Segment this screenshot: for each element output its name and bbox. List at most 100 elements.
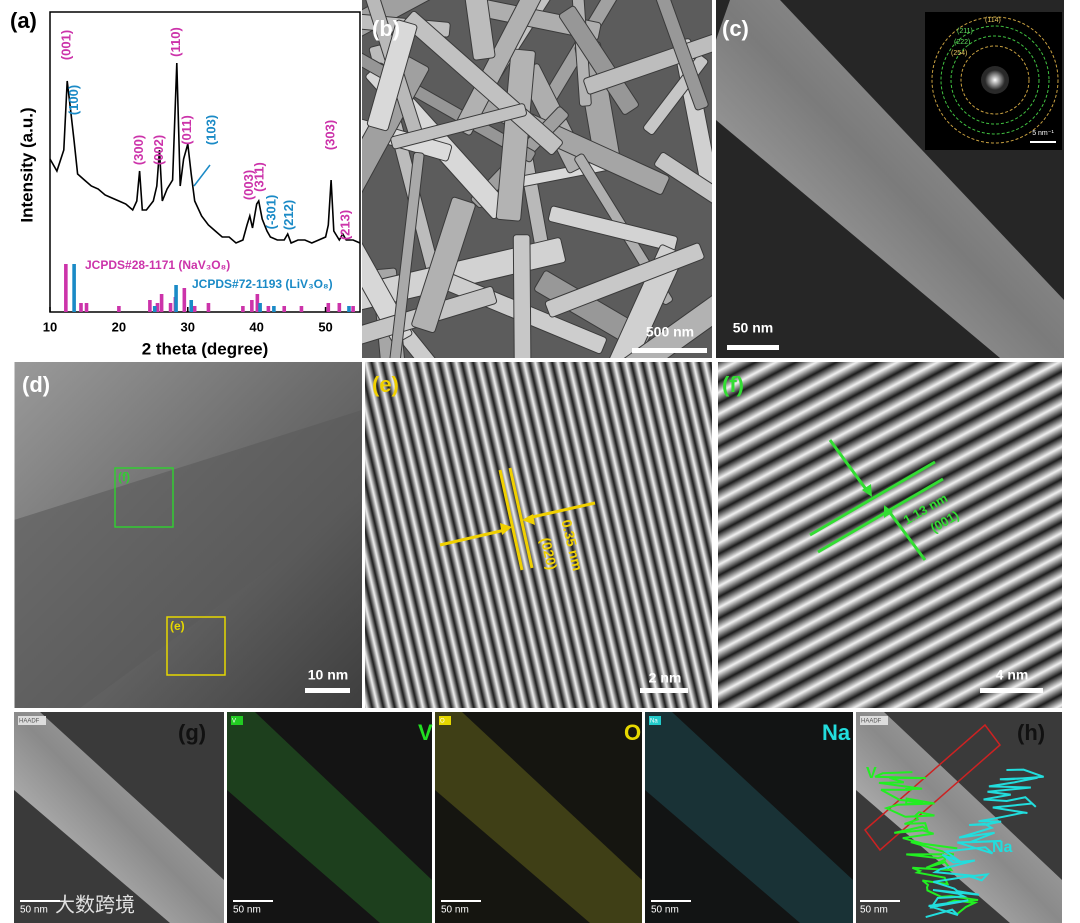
reference-bar bbox=[168, 303, 173, 312]
reference-bar bbox=[117, 306, 121, 312]
ring-label: (211) bbox=[957, 28, 973, 35]
panel-label: (b) bbox=[372, 16, 400, 41]
sem-rod bbox=[590, 244, 685, 358]
element-label: V bbox=[418, 720, 433, 745]
xrd-curve bbox=[49, 62, 361, 245]
trace-label: V bbox=[866, 765, 877, 782]
scale-bar bbox=[860, 900, 900, 902]
lattice-image bbox=[718, 362, 1062, 708]
element-label: O bbox=[624, 720, 641, 745]
scale-bar bbox=[233, 900, 273, 902]
scale-bar-label: 50 nm bbox=[20, 905, 48, 916]
legend-entry: JCPDS#28-1171 (NaV₃O₈) bbox=[85, 258, 230, 272]
inset-scale-label: 5 nm⁻¹ bbox=[1032, 130, 1054, 137]
peak-label: (011) bbox=[179, 115, 194, 145]
scale-bar-label: 50 nm bbox=[441, 905, 469, 916]
lattice-annotation bbox=[809, 439, 944, 561]
x-axis-label: 2 theta (degree) bbox=[142, 339, 269, 358]
scale-bar-label: 50 nm bbox=[233, 905, 261, 916]
map-tag-label: O bbox=[440, 719, 445, 725]
scale-bar-label: 4 nm bbox=[996, 667, 1029, 683]
map-tag-label: HAADF bbox=[19, 719, 40, 725]
scale-bar bbox=[727, 345, 779, 350]
sem-rod bbox=[645, 0, 709, 111]
scale-bar-label: 50 nm bbox=[651, 905, 679, 916]
panel-label: (f) bbox=[722, 372, 744, 397]
map-tag bbox=[860, 716, 888, 725]
reference-bar bbox=[72, 264, 76, 312]
watermark: 大数跨境 bbox=[55, 893, 135, 917]
reference-bar bbox=[241, 306, 245, 312]
sem-rod bbox=[495, 48, 536, 222]
reference-bar bbox=[255, 294, 260, 312]
sem-rod bbox=[544, 242, 705, 318]
map-tag-label: HAADF bbox=[861, 719, 882, 725]
reference-bar bbox=[282, 306, 287, 312]
reference-bar bbox=[182, 288, 187, 312]
map-tag bbox=[231, 716, 243, 725]
map-tag-label: Na bbox=[650, 719, 658, 725]
peak-label: (001) bbox=[59, 30, 74, 60]
reference-bar bbox=[155, 303, 160, 312]
reference-bar bbox=[272, 306, 276, 312]
peak-label: (002) bbox=[151, 135, 166, 165]
reference-bar bbox=[351, 306, 355, 312]
ring-label: (222) bbox=[954, 39, 970, 46]
panel-label: (h) bbox=[1017, 720, 1045, 745]
reference-bar bbox=[326, 303, 331, 312]
element-label: Na bbox=[822, 720, 851, 745]
x-tick-label: 40 bbox=[249, 319, 263, 334]
reference-bar bbox=[189, 300, 194, 312]
reference-bar bbox=[159, 294, 164, 312]
reference-bar bbox=[152, 306, 157, 312]
reference-bar bbox=[192, 306, 197, 312]
peak-label: (212) bbox=[281, 200, 296, 230]
sem-rod bbox=[654, 152, 712, 217]
sem-rod bbox=[366, 19, 418, 132]
map-tag bbox=[18, 716, 46, 725]
x-tick-label: 30 bbox=[181, 319, 195, 334]
sem-rod bbox=[512, 234, 533, 358]
sem-rod bbox=[547, 205, 678, 252]
scale-bar bbox=[980, 688, 1043, 693]
reference-bar bbox=[258, 303, 262, 312]
x-tick-label: 10 bbox=[43, 319, 57, 334]
peak-label: (303) bbox=[323, 120, 338, 150]
reference-bar bbox=[148, 300, 152, 312]
trace-label: Na bbox=[992, 839, 1013, 856]
sem-rod bbox=[558, 5, 639, 115]
map-tag-label: V bbox=[232, 719, 236, 725]
reference-bar bbox=[266, 306, 271, 312]
panel-label: (c) bbox=[722, 16, 749, 41]
reference-bar bbox=[250, 300, 254, 312]
peak-label: (213) bbox=[338, 210, 353, 240]
eds-maps: HAADF 50 nm V 50 nm O 50 nm Na 50 nm V O Na HAADF V N… bbox=[14, 712, 1062, 923]
reference-bar bbox=[347, 306, 351, 312]
peak-arrow bbox=[193, 164, 211, 187]
lattice-image bbox=[365, 362, 712, 708]
reference-bar bbox=[84, 303, 89, 312]
y-axis-label: Intensity (a.u.) bbox=[17, 107, 36, 222]
sem-rod bbox=[402, 10, 563, 156]
legend-entry: JCPDS#72-1193 (LiV₃O₈) bbox=[192, 277, 333, 291]
sem-rod bbox=[362, 197, 413, 345]
reference-bar bbox=[206, 303, 211, 312]
scale-bar bbox=[441, 900, 481, 902]
peak-label: (300) bbox=[131, 135, 146, 165]
peak-label: (003) bbox=[241, 170, 256, 200]
peak-label: (311) bbox=[252, 162, 267, 192]
box-label: (f) bbox=[118, 470, 130, 484]
scale-bar-label: 500 nm bbox=[646, 324, 694, 340]
box-label: (e) bbox=[170, 619, 185, 633]
reference-bar bbox=[64, 264, 68, 312]
x-tick-label: 20 bbox=[112, 319, 126, 334]
peak-label: (103) bbox=[203, 115, 218, 145]
scale-bar bbox=[640, 688, 688, 693]
reference-bar bbox=[299, 306, 304, 312]
sem-rod bbox=[388, 151, 425, 358]
ring-label: (254) bbox=[951, 50, 967, 57]
panel-label: (a) bbox=[10, 8, 37, 33]
ring-label: (114) bbox=[985, 17, 1001, 24]
